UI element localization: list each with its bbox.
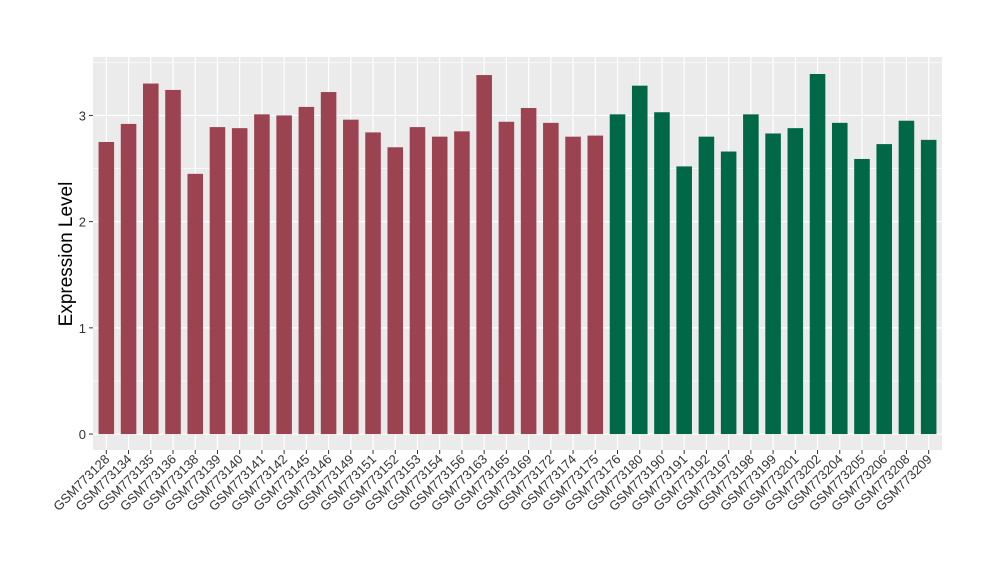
y-axis-label: Expression Level xyxy=(56,182,77,327)
bar-GSM773140 xyxy=(231,128,248,435)
y-axis: 0 1 2 3 xyxy=(79,108,93,442)
bar-GSM773151 xyxy=(365,132,381,435)
bar-GSM773145 xyxy=(298,106,315,435)
y-tick-label: 1 xyxy=(79,321,86,336)
bar-GSM773152 xyxy=(387,147,404,435)
bar-GSM773198 xyxy=(743,114,759,435)
bar-GSM773199 xyxy=(765,133,781,435)
bar-GSM773134 xyxy=(120,123,137,435)
bar-GSM773135 xyxy=(143,83,159,435)
bar-GSM773139 xyxy=(209,127,226,435)
bar-GSM773191 xyxy=(676,166,692,435)
bar-GSM773202 xyxy=(809,73,826,435)
bar-GSM773142 xyxy=(276,115,292,435)
bar-GSM773153 xyxy=(409,127,426,435)
bars xyxy=(98,73,937,435)
x-axis: GSM773128GSM773134GSM773135GSM773136GSM7… xyxy=(50,450,935,514)
bar-GSM773146 xyxy=(320,92,337,435)
bar-GSM773156 xyxy=(454,131,470,435)
bar-GSM773154 xyxy=(431,136,448,435)
bar-GSM773172 xyxy=(543,122,559,435)
bar-GSM773165 xyxy=(498,121,515,435)
bar-GSM773197 xyxy=(720,151,737,435)
bar-GSM773141 xyxy=(254,114,270,435)
bar-GSM773206 xyxy=(876,144,892,435)
y-tick-label: 2 xyxy=(79,215,86,230)
bar-GSM773138 xyxy=(187,173,204,435)
bar-GSM773180 xyxy=(631,85,648,435)
bar-GSM773128 xyxy=(98,141,115,435)
bar-GSM773174 xyxy=(565,136,581,435)
bar-GSM773163 xyxy=(476,75,492,435)
bar-GSM773208 xyxy=(898,120,915,435)
bar-GSM773204 xyxy=(831,122,848,435)
bar-GSM773176 xyxy=(609,114,626,435)
bar-GSM773190 xyxy=(654,112,670,435)
bar-GSM773205 xyxy=(854,158,870,435)
bar-GSM773192 xyxy=(698,136,715,435)
bar-GSM773175 xyxy=(587,135,604,435)
bar-GSM773169 xyxy=(520,107,537,435)
bar-GSM773201 xyxy=(787,128,804,435)
y-tick-label: 0 xyxy=(79,427,86,442)
bar-GSM773149 xyxy=(343,119,359,435)
bar-GSM773136 xyxy=(165,89,181,435)
bar-GSM773209 xyxy=(920,139,937,435)
y-tick-label: 3 xyxy=(79,108,86,123)
